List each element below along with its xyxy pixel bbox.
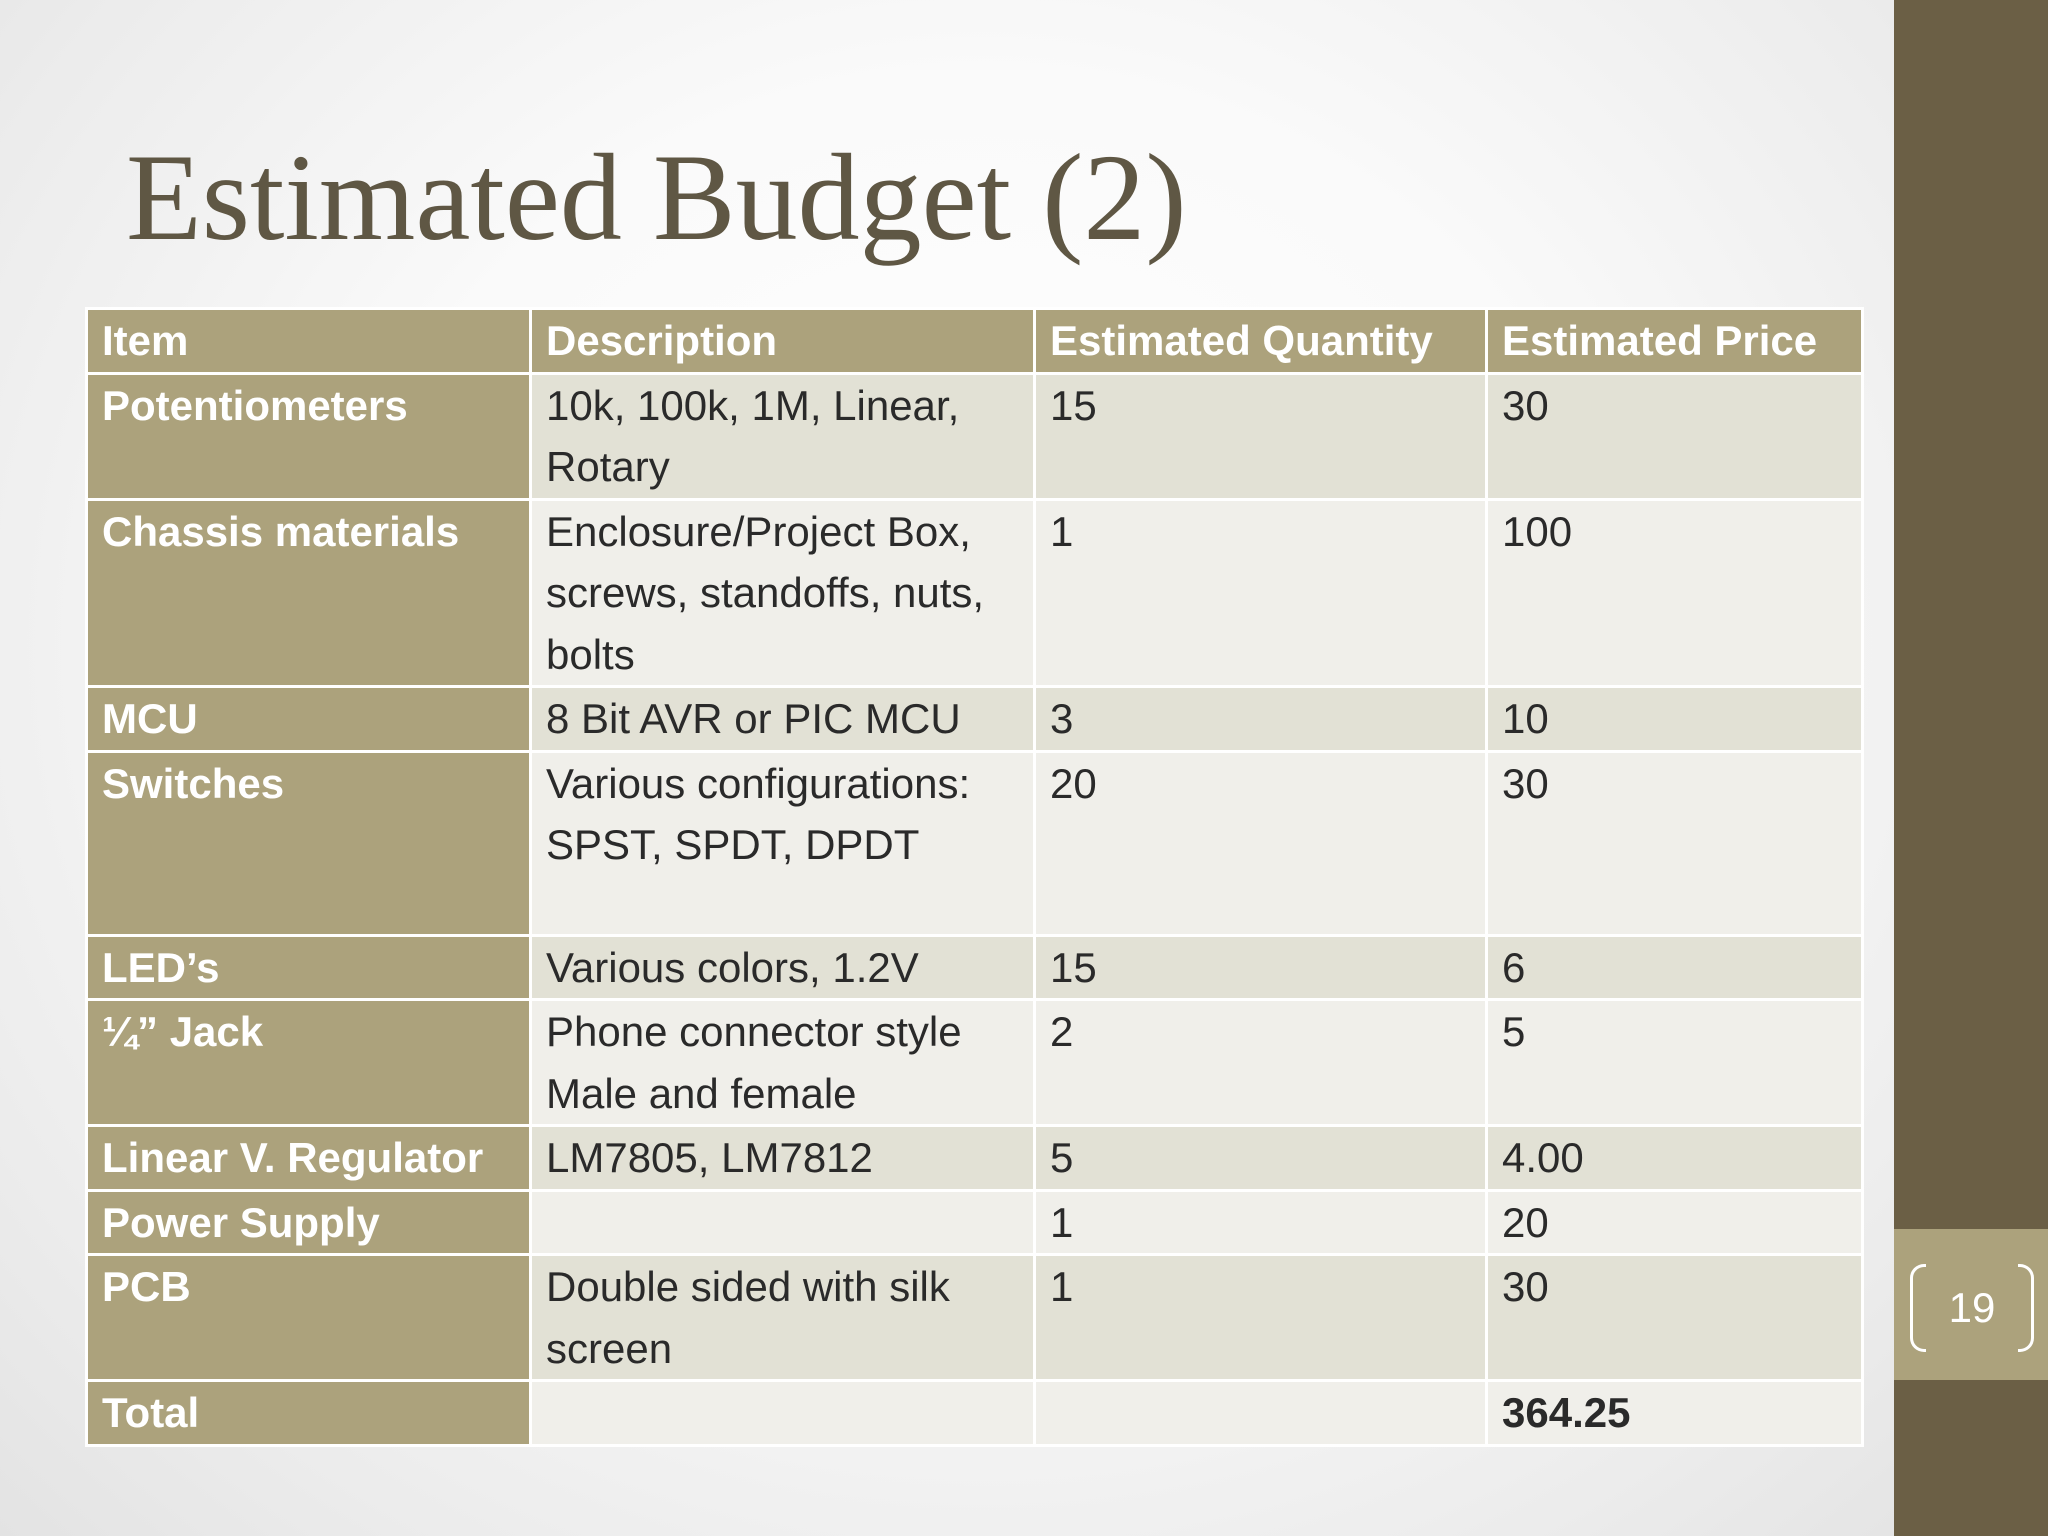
table-row: Switches Various configurations: SPST, S… — [85, 749, 1864, 937]
item-cell: PCB — [85, 1253, 532, 1382]
table-row: Power Supply 1 20 — [85, 1188, 1864, 1256]
table-row: LED’s Various colors, 1.2V 15 6 — [85, 933, 1864, 1001]
slide-title: Estimated Budget (2) — [126, 129, 1187, 266]
price-cell: 10 — [1485, 685, 1864, 753]
description-cell — [529, 1379, 1036, 1447]
column-header-quantity: Estimated Quantity — [1033, 307, 1488, 375]
right-bracket-icon — [2018, 1264, 2034, 1352]
total-label: Total — [85, 1379, 532, 1447]
description-cell: 10k, 100k, 1M, Linear, Rotary — [529, 371, 1036, 501]
price-cell: 6 — [1485, 933, 1864, 1001]
description-cell: Double sided with silk screen — [529, 1253, 1036, 1382]
quantity-cell: 3 — [1033, 685, 1488, 753]
price-cell: 30 — [1485, 371, 1864, 501]
price-cell: 30 — [1485, 749, 1864, 937]
description-cell: LM7805, LM7812 — [529, 1124, 1036, 1192]
quantity-cell: 1 — [1033, 1188, 1488, 1256]
item-cell: Linear V. Regulator — [85, 1124, 532, 1192]
price-cell: 5 — [1485, 998, 1864, 1127]
table-row: MCU 8 Bit AVR or PIC MCU 3 10 — [85, 685, 1864, 753]
column-header-description: Description — [529, 307, 1036, 375]
page-number: 19 — [1948, 1284, 1996, 1331]
table-header-row: Item Description Estimated Quantity Esti… — [85, 307, 1864, 375]
table-row: PCB Double sided with silk screen 1 30 — [85, 1253, 1864, 1382]
price-cell: 4.00 — [1485, 1124, 1864, 1192]
quantity-cell: 15 — [1033, 933, 1488, 1001]
description-cell: Enclosure/Project Box, screws, standoffs… — [529, 497, 1036, 688]
quantity-cell: 15 — [1033, 371, 1488, 501]
quantity-cell: 2 — [1033, 998, 1488, 1127]
price-cell: 20 — [1485, 1188, 1864, 1256]
budget-table: Item Description Estimated Quantity Esti… — [85, 307, 1864, 1447]
quantity-cell — [1033, 1379, 1488, 1447]
item-cell: MCU — [85, 685, 532, 753]
item-cell: Chassis materials — [85, 497, 532, 688]
price-cell: 100 — [1485, 497, 1864, 688]
item-cell: Potentiometers — [85, 371, 532, 501]
quantity-cell: 5 — [1033, 1124, 1488, 1192]
quantity-cell: 20 — [1033, 749, 1488, 937]
left-bracket-icon — [1910, 1264, 1926, 1352]
quantity-cell: 1 — [1033, 1253, 1488, 1382]
description-cell: Various colors, 1.2V — [529, 933, 1036, 1001]
price-cell: 30 — [1485, 1253, 1864, 1382]
item-cell: LED’s — [85, 933, 532, 1001]
page-number-tab — [1894, 1229, 2048, 1380]
total-price-cell: 364.25 — [1485, 1379, 1864, 1447]
description-cell: Phone connector style Male and female — [529, 998, 1036, 1127]
table-row: ¼” Jack Phone connector style Male and f… — [85, 998, 1864, 1127]
column-header-price: Estimated Price — [1485, 307, 1864, 375]
table-row: Potentiometers 10k, 100k, 1M, Linear, Ro… — [85, 371, 1864, 501]
description-cell — [529, 1188, 1036, 1256]
column-header-item: Item — [85, 307, 532, 375]
table-row: Linear V. Regulator LM7805, LM7812 5 4.0… — [85, 1124, 1864, 1192]
total-row: Total 364.25 — [85, 1379, 1864, 1447]
description-cell: Various configurations: SPST, SPDT, DPDT — [529, 749, 1036, 937]
item-cell: ¼” Jack — [85, 998, 532, 1127]
item-cell: Power Supply — [85, 1188, 532, 1256]
quantity-cell: 1 — [1033, 497, 1488, 688]
table-row: Chassis materials Enclosure/Project Box,… — [85, 497, 1864, 688]
item-cell: Switches — [85, 749, 532, 937]
description-cell: 8 Bit AVR or PIC MCU — [529, 685, 1036, 753]
